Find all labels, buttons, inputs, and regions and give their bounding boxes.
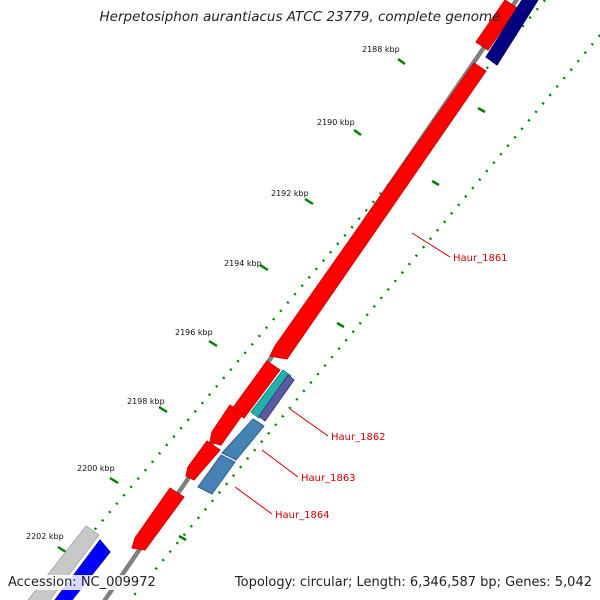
cds-arrow-top: [475, 0, 518, 51]
tick-mark-inner-4: [178, 534, 187, 542]
tick-label-2190: 2190 kbp: [317, 118, 355, 127]
gene-label-haur-1864: Haur_1864: [275, 510, 330, 521]
tick-mark-2188: [397, 57, 406, 66]
reverse-cds-steelblue-1: [221, 418, 265, 461]
gene-label-haur-1863: Haur_1863: [301, 473, 356, 484]
tick-label-2202: 2202 kbp: [26, 532, 64, 541]
tick-mark-2196: [208, 339, 218, 348]
accession-label: Accession: NC_009972: [8, 575, 156, 590]
leader-line-haur-1863: [261, 449, 299, 478]
tick-label-2188: 2188 kbp: [362, 45, 400, 54]
tick-label-2194: 2194 kbp: [224, 259, 262, 268]
tick-mark-2192: [304, 197, 314, 206]
genome-summary: Topology: circular; Length: 6,346,587 bp…: [234, 575, 592, 590]
tick-label-2200: 2200 kbp: [77, 464, 115, 473]
tick-mark-2202: [57, 545, 67, 554]
major-ticks: [57, 57, 486, 554]
reverse-cds-cyan: [250, 369, 292, 419]
map-title: Herpetosiphon aurantiacus ATCC 23779, co…: [99, 9, 501, 25]
tick-mark-inner-3: [336, 321, 345, 329]
cds-haur-1862-red: [231, 360, 281, 419]
cds-haur-1863-red: [209, 404, 244, 446]
leader-line-haur-1861: [411, 232, 451, 258]
inner-dotted-scale-ring: [129, 34, 600, 600]
tick-mark-inner-1: [477, 106, 486, 114]
reverse-cds-purple: [258, 374, 295, 422]
reverse-cds-navy: [485, 0, 539, 66]
gene-label-haur-1862: Haur_1862: [331, 432, 386, 443]
tick-label-2192: 2192 kbp: [271, 189, 309, 198]
cds-arrow-bottom: [131, 487, 185, 551]
cds-haur-1864-red: [185, 440, 221, 481]
tick-mark-2198: [158, 405, 168, 414]
cds-haur-1861: [269, 62, 487, 360]
tick-mark-inner-2: [431, 179, 440, 187]
tick-label-2196: 2196 kbp: [175, 328, 213, 337]
tick-label-2198: 2198 kbp: [127, 397, 165, 406]
leader-line-haur-1864: [234, 486, 273, 515]
tick-mark-2200: [109, 476, 119, 485]
tick-mark-2194: [259, 263, 269, 272]
gene-label-haur-1861: Haur_1861: [453, 253, 508, 264]
leader-line-haur-1862: [289, 408, 329, 437]
reverse-cds-steelblue-2: [197, 454, 236, 495]
tick-mark-2190: [353, 128, 362, 137]
